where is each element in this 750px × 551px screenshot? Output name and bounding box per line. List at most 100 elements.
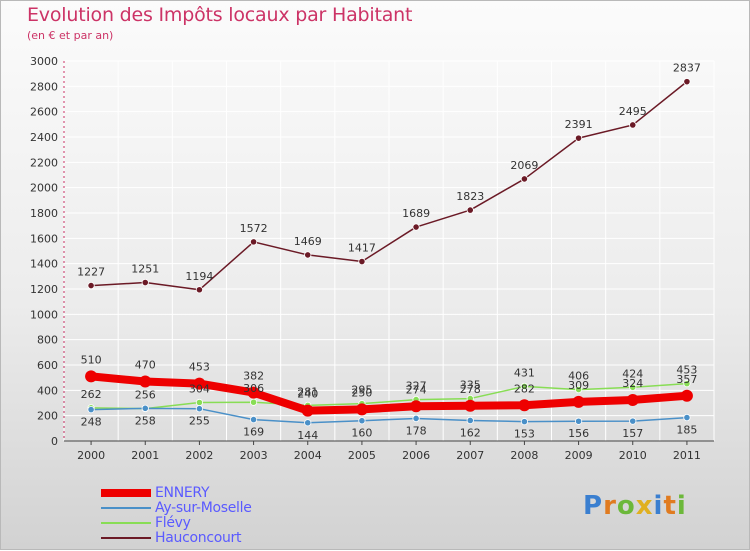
data-label: 178	[406, 424, 427, 437]
data-label: 162	[460, 426, 481, 439]
data-label: 382	[243, 370, 264, 383]
data-point	[141, 278, 149, 287]
data-label: 282	[514, 382, 535, 395]
data-point	[85, 370, 98, 383]
x-tick-label: 2002	[185, 449, 213, 462]
y-tick-label: 2800	[30, 80, 58, 93]
data-point	[518, 399, 531, 412]
data-point	[683, 78, 691, 86]
data-label: 153	[514, 428, 535, 441]
y-tick-label: 400	[37, 384, 58, 397]
data-label: 431	[514, 366, 535, 379]
y-tick-label: 1400	[30, 258, 58, 271]
data-label: 327	[406, 380, 427, 393]
y-tick-label: 3000	[30, 55, 58, 68]
data-label: 470	[135, 358, 156, 371]
y-tick-label: 2200	[30, 156, 58, 169]
data-point	[301, 404, 314, 417]
x-tick-label: 2000	[77, 449, 105, 462]
chart-subtitle: (en € et par an)	[27, 29, 114, 42]
x-tick-label: 2011	[673, 449, 701, 462]
x-tick-label: 2001	[131, 449, 159, 462]
data-label: 2069	[510, 159, 538, 172]
data-point	[87, 405, 95, 414]
data-point	[247, 386, 260, 399]
data-point	[629, 417, 637, 425]
data-label: 309	[568, 379, 589, 392]
y-tick-label: 1200	[30, 283, 58, 296]
data-label: 453	[676, 364, 697, 377]
data-label: 169	[243, 426, 264, 439]
data-point	[574, 134, 583, 142]
data-point	[520, 382, 529, 391]
y-tick-label: 800	[37, 334, 58, 347]
data-point	[574, 385, 583, 394]
x-tick-label: 2005	[348, 449, 376, 462]
x-tick-label: 2010	[619, 449, 647, 462]
legend-swatch-flevy	[101, 522, 151, 524]
data-label: 304	[189, 382, 210, 395]
data-point	[139, 375, 152, 388]
data-point	[683, 413, 691, 422]
data-point	[195, 286, 204, 294]
data-label: 144	[297, 429, 318, 442]
data-label: 2837	[673, 62, 701, 75]
data-point	[358, 257, 366, 266]
data-label: 510	[81, 353, 102, 366]
data-label: 157	[622, 427, 643, 440]
x-tick-label: 2006	[402, 449, 430, 462]
data-point	[193, 377, 206, 390]
data-label: 335	[460, 379, 481, 392]
legend-swatch-ennery	[101, 489, 151, 497]
data-point	[412, 414, 420, 423]
data-label: 185	[676, 424, 697, 437]
data-point	[249, 398, 258, 406]
data-point	[520, 175, 529, 183]
data-label: 357	[676, 373, 697, 386]
legend-label-ay-sur-moselle: Ay-sur-Moselle	[155, 500, 252, 516]
legend-item-ay-sur-moselle: Ay-sur-Moselle	[101, 500, 321, 516]
series-line-ay-sur-moselle	[90, 407, 688, 424]
data-point	[249, 238, 258, 246]
data-label: 274	[406, 383, 427, 396]
y-tick-label: 2600	[30, 106, 58, 119]
data-point	[410, 400, 423, 413]
data-label: 281	[297, 385, 318, 398]
x-tick-label: 2003	[240, 449, 268, 462]
data-point	[141, 404, 149, 412]
legend-label-flevy: Flévy	[155, 515, 191, 531]
data-label: 256	[135, 389, 156, 402]
y-tick-label: 0	[51, 435, 58, 448]
data-point	[464, 399, 477, 412]
y-tick-label: 1000	[30, 308, 58, 321]
series-line-fl-vy	[90, 382, 688, 410]
y-tick-label: 1600	[30, 232, 58, 245]
data-label: 424	[622, 367, 643, 380]
y-tick-label: 600	[37, 359, 58, 372]
data-label: 1227	[77, 266, 105, 279]
data-point	[680, 389, 693, 402]
data-point	[87, 281, 95, 290]
y-tick-label: 1800	[30, 207, 58, 220]
data-point	[626, 393, 639, 406]
data-label: 258	[135, 414, 156, 427]
legend-swatch-hauconcourt	[101, 537, 151, 539]
data-label: 278	[460, 383, 481, 396]
data-point	[574, 417, 583, 425]
data-label: 1689	[402, 207, 430, 220]
data-point	[683, 380, 691, 388]
data-label: 2391	[565, 118, 593, 131]
data-label: 306	[243, 382, 264, 395]
data-label: 1823	[456, 190, 484, 203]
x-tick-label: 2009	[565, 449, 593, 462]
data-label: 248	[81, 416, 102, 429]
legend-label-ennery: ENNERY	[155, 485, 210, 501]
logo-text: Proxiti	[583, 491, 687, 521]
legend-item-ennery: ENNERY	[101, 485, 321, 501]
data-label: 262	[81, 388, 102, 401]
data-point	[572, 395, 585, 408]
data-point	[304, 251, 312, 259]
legend-item-hauconcourt: Hauconcourt	[101, 530, 321, 546]
legend-swatch-ay-sur-moselle	[101, 507, 151, 509]
